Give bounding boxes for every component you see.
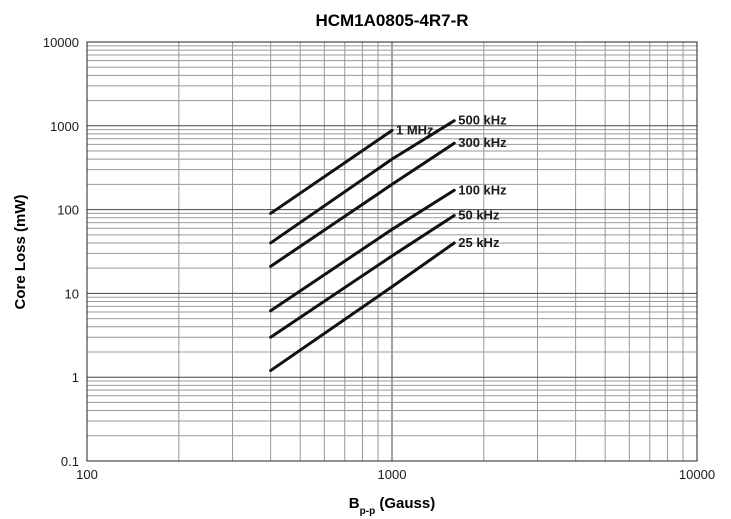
y-tick-label: 10000: [43, 35, 79, 50]
series-line: [269, 119, 456, 245]
series-line: [269, 214, 456, 339]
series-group: 1 MHz 500 kHz 300 kHz 100 kHz 50 kHz 25 kHz: [269, 113, 507, 373]
series-label: 500 kHz: [458, 113, 507, 128]
series-label: 100 kHz: [458, 182, 507, 197]
y-tick-label: 10: [65, 286, 79, 301]
x-axis-label-subscript: p-p: [360, 506, 376, 517]
series-line: [269, 128, 394, 215]
x-tick-label: 10000: [679, 467, 715, 482]
series-label: 25 kHz: [458, 235, 500, 250]
y-tick-label: 0.1: [61, 454, 79, 469]
series-line: [269, 141, 456, 268]
chart-title: HCM1A0805-4R7-R: [315, 11, 468, 30]
series-line: [269, 241, 456, 373]
series-label: 50 kHz: [458, 208, 500, 223]
series-label: 1 MHz: [396, 122, 434, 137]
x-axis-label-main: B: [349, 495, 360, 512]
y-axis-label: Core Loss (mW): [12, 194, 29, 309]
series-line: [269, 188, 456, 313]
x-tick-label: 100: [76, 467, 98, 482]
y-tick-label: 1000: [50, 119, 79, 134]
grid: [87, 42, 697, 461]
x-axis-label: Bp-p (Gauss): [349, 495, 435, 517]
y-tick-label: 1: [72, 370, 79, 385]
plot-frame: [86, 41, 698, 462]
series-label: 300 kHz: [458, 135, 507, 150]
x-tick-label: 1000: [378, 467, 407, 482]
tick-labels: 100 1000 10000 0.1 1 10 100 1000 10000: [43, 35, 715, 482]
y-tick-label: 100: [57, 203, 79, 218]
x-axis-label-rest: (Gauss): [375, 495, 435, 512]
